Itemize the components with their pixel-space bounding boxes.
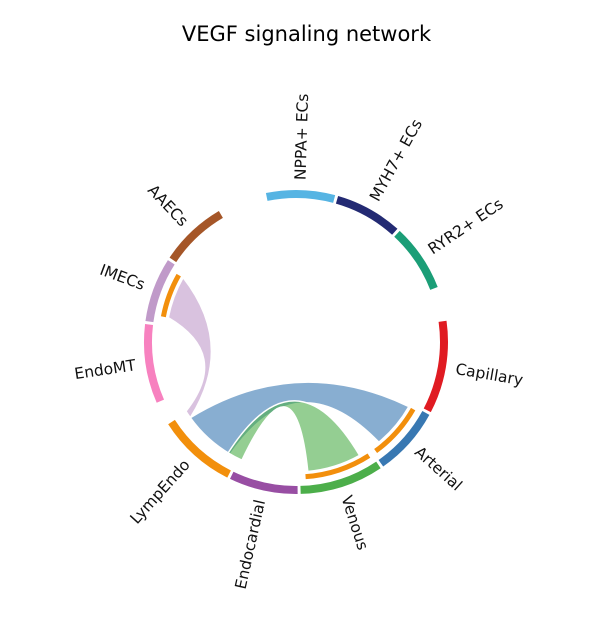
segment-arc-capillary xyxy=(423,320,448,413)
segment-label-myh7: MYH7+ ECs xyxy=(366,116,426,204)
segment-label-imecs: IMECs xyxy=(97,261,147,294)
segment-arc-nppa xyxy=(265,190,336,203)
segment-label-nppa: NPPA+ ECs xyxy=(291,93,312,180)
chart-title: VEGF signaling network xyxy=(181,22,432,46)
link-venous-lympendo xyxy=(227,400,361,473)
target-arc-arterial xyxy=(374,407,416,454)
target-arc-venous xyxy=(305,453,371,480)
segment-label-endocardial: Endocardial xyxy=(232,498,269,591)
segment-arc-endocardial xyxy=(229,471,298,494)
target-arc-imecs xyxy=(160,273,181,318)
chord-links xyxy=(167,276,410,473)
target-indicator-arcs xyxy=(160,273,416,480)
segment-arc-aaecs xyxy=(169,211,223,263)
segment-label-aaecs: AAECs xyxy=(144,181,192,230)
segment-arc-venous xyxy=(300,461,381,494)
segment-arcs xyxy=(144,190,448,494)
link-imecs-lympendo xyxy=(167,276,213,420)
segment-arc-lympendo xyxy=(168,419,231,478)
segment-arc-arterial xyxy=(378,410,430,467)
segment-label-capillary: Capillary xyxy=(454,360,524,389)
segment-arc-myh7 xyxy=(335,195,398,235)
segment-arc-imecs xyxy=(145,260,175,323)
segment-label-venous: Venous xyxy=(337,493,371,552)
segment-arc-endomt xyxy=(144,324,165,403)
segment-label-lympendo: LympEndo xyxy=(127,456,194,528)
segment-label-ryr2: RYR2+ ECs xyxy=(425,195,507,258)
segment-label-endomt: EndoMT xyxy=(73,356,137,383)
segment-label-arterial: Arterial xyxy=(411,443,466,494)
segment-arc-ryr2 xyxy=(394,230,438,290)
